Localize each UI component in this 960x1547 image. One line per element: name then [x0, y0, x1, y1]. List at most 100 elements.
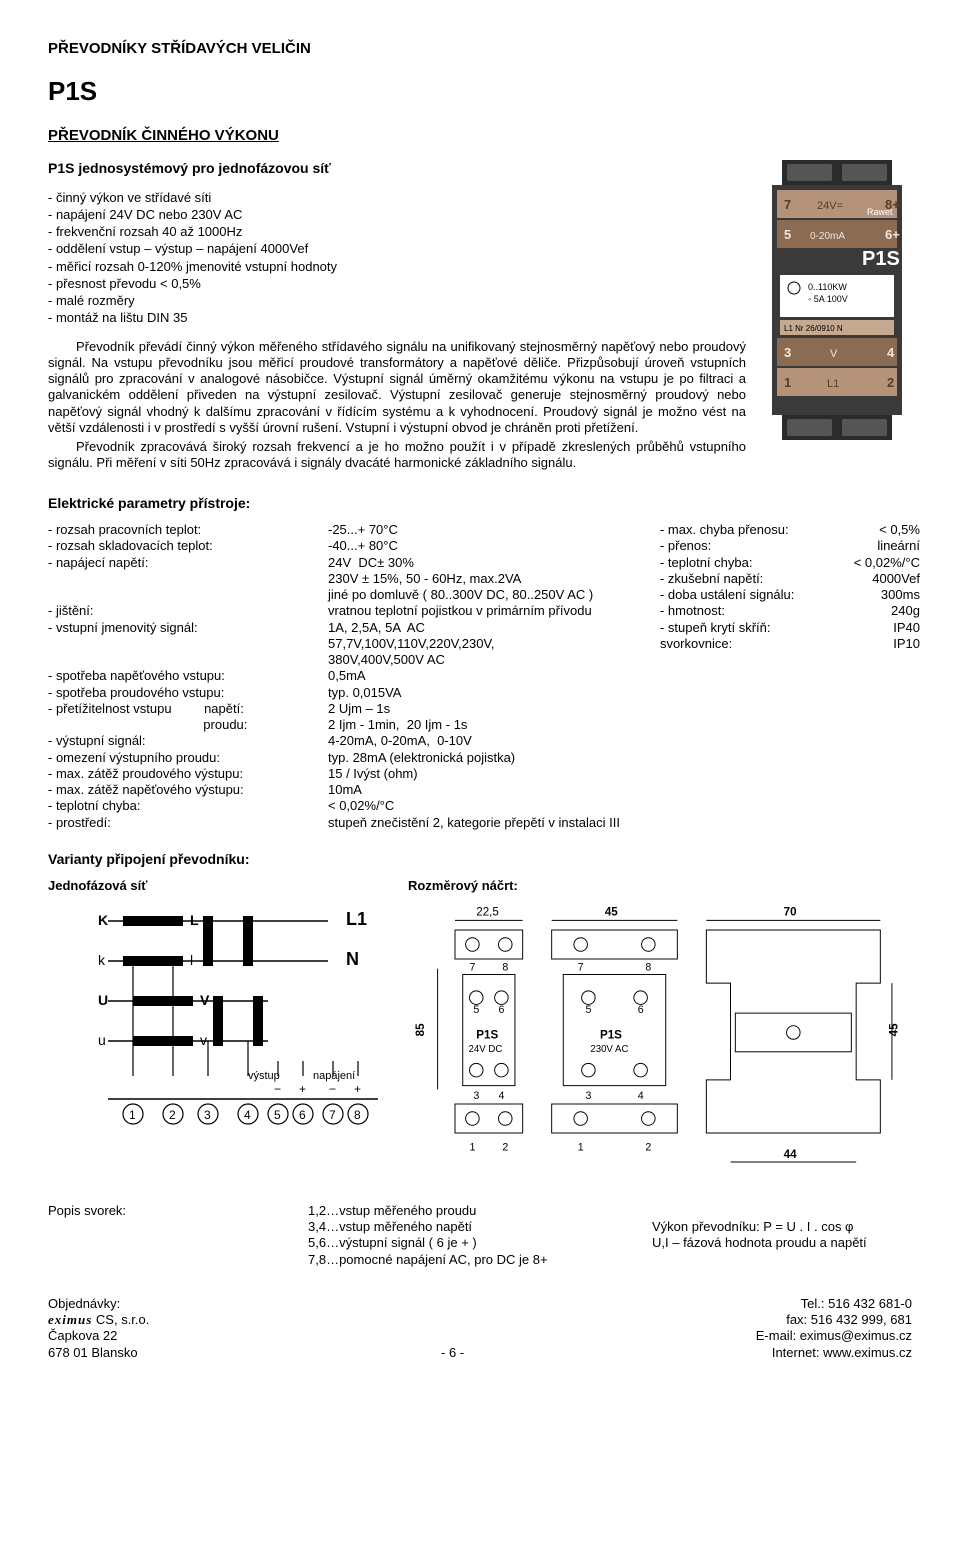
svg-text:6+: 6+: [885, 227, 900, 242]
svg-text:L1: L1: [346, 909, 367, 929]
svg-text:1: 1: [129, 1108, 136, 1122]
variant-label: Jednofázová síť: [48, 878, 378, 894]
params-values-col: -25...+ 70°C-40...+ 80°C24V DC± 30%230V …: [328, 522, 620, 831]
svg-text:+: +: [354, 1082, 361, 1096]
footer-right: Tel.: 516 432 681-0 fax: 516 432 999, 68…: [756, 1296, 912, 1361]
svg-text:L1: L1: [827, 378, 839, 390]
param-value: 0,5mA: [328, 668, 620, 684]
variants-heading: Varianty připojení převodníku:: [48, 851, 912, 869]
param-extra: - doba ustálení signálu:300ms: [660, 587, 920, 603]
svg-text:8: 8: [354, 1108, 361, 1122]
param-label: - jištění:: [48, 603, 288, 619]
param-value: 1A, 2,5A, 5A AC: [328, 620, 620, 636]
svg-text:P1S: P1S: [862, 248, 900, 270]
footer-tel: Tel.: 516 432 681-0: [756, 1296, 912, 1312]
svg-text:8: 8: [645, 961, 651, 973]
param-extra-value: IP10: [893, 636, 920, 652]
svg-text:3: 3: [473, 1090, 479, 1102]
svg-text:5: 5: [274, 1108, 281, 1122]
param-value: typ. 28mA (elektronická pojistka): [328, 750, 620, 766]
terminals-label: Popis svorek:: [48, 1203, 126, 1218]
footer-web: Internet: www.eximus.cz: [756, 1345, 912, 1361]
svg-text:3: 3: [586, 1090, 592, 1102]
terminals-list-col: 1,2…vstup měřeného proudu3,4…vstup měřen…: [308, 1203, 632, 1268]
param-value: -25...+ 70°C: [328, 522, 620, 538]
param-extra-label: - doba ustálení signálu:: [660, 587, 794, 603]
param-value: 4-20mA, 0-20mA, 0-10V: [328, 733, 620, 749]
param-value: 2 Ujm – 1s: [328, 701, 620, 717]
formula-col: Výkon převodníku: P = U . I . cos φ U,I …: [652, 1203, 912, 1252]
diagrams-row: Jednofázová síť K L k l L1 N U: [48, 878, 912, 1195]
svg-text:7: 7: [784, 197, 791, 212]
param-extra-value: lineární: [877, 538, 920, 554]
params-extra-col: - max. chyba přenosu:< 0,5%- přenos:line…: [660, 522, 920, 831]
description-p1: Převodník převádí činný výkon měřeného s…: [48, 339, 746, 437]
param-value: stupeň znečistění 2, kategorie přepětí v…: [328, 815, 620, 831]
svg-text:◦ 5A 100V: ◦ 5A 100V: [808, 294, 848, 304]
param-label: - napájecí napětí:: [48, 555, 288, 571]
param-label: [48, 587, 288, 603]
svg-text:6: 6: [638, 1004, 644, 1016]
param-label: [48, 571, 288, 587]
param-extra-label: - zkušební napětí:: [660, 571, 763, 587]
param-label: - max. zátěž proudového výstupu:: [48, 766, 288, 782]
param-value: 15 / Ivýst (ohm): [328, 766, 620, 782]
svg-text:V: V: [830, 348, 838, 360]
svg-text:1: 1: [578, 1141, 584, 1153]
svg-text:230V AC: 230V AC: [590, 1043, 628, 1054]
param-value: jiné po domluvě ( 80..300V DC, 80..250V …: [328, 587, 620, 603]
footer-company-suffix: CS, s.r.o.: [92, 1312, 149, 1327]
param-label: proudu:: [48, 717, 288, 733]
feature-bullet: - přesnost převodu < 0,5%: [48, 276, 746, 292]
param-value: typ. 0,015VA: [328, 685, 620, 701]
svg-text:L: L: [190, 912, 199, 928]
param-value: 57,7V,100V,110V,220V,230V,: [328, 636, 620, 652]
param-extra: - hmotnost:240g: [660, 603, 920, 619]
page-title: PŘEVODNÍK ČINNÉHO VÝKONU: [48, 127, 912, 146]
param-extra: - přenos:lineární: [660, 538, 920, 554]
param-extra-value: IP40: [893, 620, 920, 636]
intro-row: P1S jednosystémový pro jednofázovou síť …: [48, 160, 912, 475]
svg-text:2: 2: [887, 375, 894, 390]
intro-text-col: P1S jednosystémový pro jednofázovou síť …: [48, 160, 746, 475]
svg-text:l: l: [190, 952, 193, 968]
param-value: 2 Ijm - 1min, 20 Ijm - 1s: [328, 717, 620, 733]
param-extra-label: svorkovnice:: [660, 636, 732, 652]
param-label: - vstupní jmenovitý signál:: [48, 620, 288, 636]
param-label: [48, 652, 288, 668]
param-extra: - stupeň krytí skříň:IP40: [660, 620, 920, 636]
svg-text:7: 7: [578, 961, 584, 973]
svg-text:6: 6: [499, 1004, 505, 1016]
svg-text:7: 7: [329, 1108, 336, 1122]
footer-logo: eximus: [48, 1312, 92, 1327]
svg-text:4: 4: [638, 1090, 644, 1102]
svg-text:45: 45: [605, 905, 618, 918]
svg-text:+: +: [299, 1082, 306, 1096]
param-label: - spotřeba proudového vstupu:: [48, 685, 288, 701]
param-value: 380V,400V,500V AC: [328, 652, 620, 668]
param-extra-label: - teplotní chyba:: [660, 555, 753, 571]
subtitle: P1S jednosystémový pro jednofázovou síť: [48, 160, 746, 178]
terminal-desc: 1,2…vstup měřeného proudu: [308, 1203, 632, 1219]
param-extra: - teplotní chyba:< 0,02%/°C: [660, 555, 920, 571]
formula-line1: Výkon převodníku: P = U . I . cos φ: [652, 1219, 912, 1235]
terminal-desc: 7,8…pomocné napájení AC, pro DC je 8+: [308, 1252, 632, 1268]
svg-text:44: 44: [784, 1148, 797, 1161]
page-footer: Objednávky: eximus CS, s.r.o. Čapkova 22…: [48, 1296, 912, 1361]
footer-orders: Objednávky:: [48, 1296, 149, 1312]
terminal-desc: 3,4…vstup měřeného napětí: [308, 1219, 632, 1235]
footer-email: E-mail: eximus@eximus.cz: [756, 1328, 912, 1344]
footer-fax: fax: 516 432 999, 681: [756, 1312, 912, 1328]
svg-text:P1S: P1S: [600, 1028, 622, 1041]
svg-text:85: 85: [414, 1022, 427, 1035]
params-table: - rozsah pracovních teplot:- rozsah skla…: [48, 522, 912, 831]
param-label: - omezení výstupního proudu:: [48, 750, 288, 766]
param-extra: - zkušební napětí:4000Vef: [660, 571, 920, 587]
svg-text:−: −: [329, 1082, 336, 1096]
terminals-row: Popis svorek: 1,2…vstup měřeného proudu3…: [48, 1203, 912, 1268]
svg-text:napájení: napájení: [313, 1070, 355, 1082]
svg-text:5: 5: [473, 1004, 479, 1016]
feature-bullet: - oddělení vstup – výstup – napájení 400…: [48, 241, 746, 257]
svg-text:0-20mA: 0-20mA: [810, 231, 845, 242]
param-label: - teplotní chyba:: [48, 798, 288, 814]
